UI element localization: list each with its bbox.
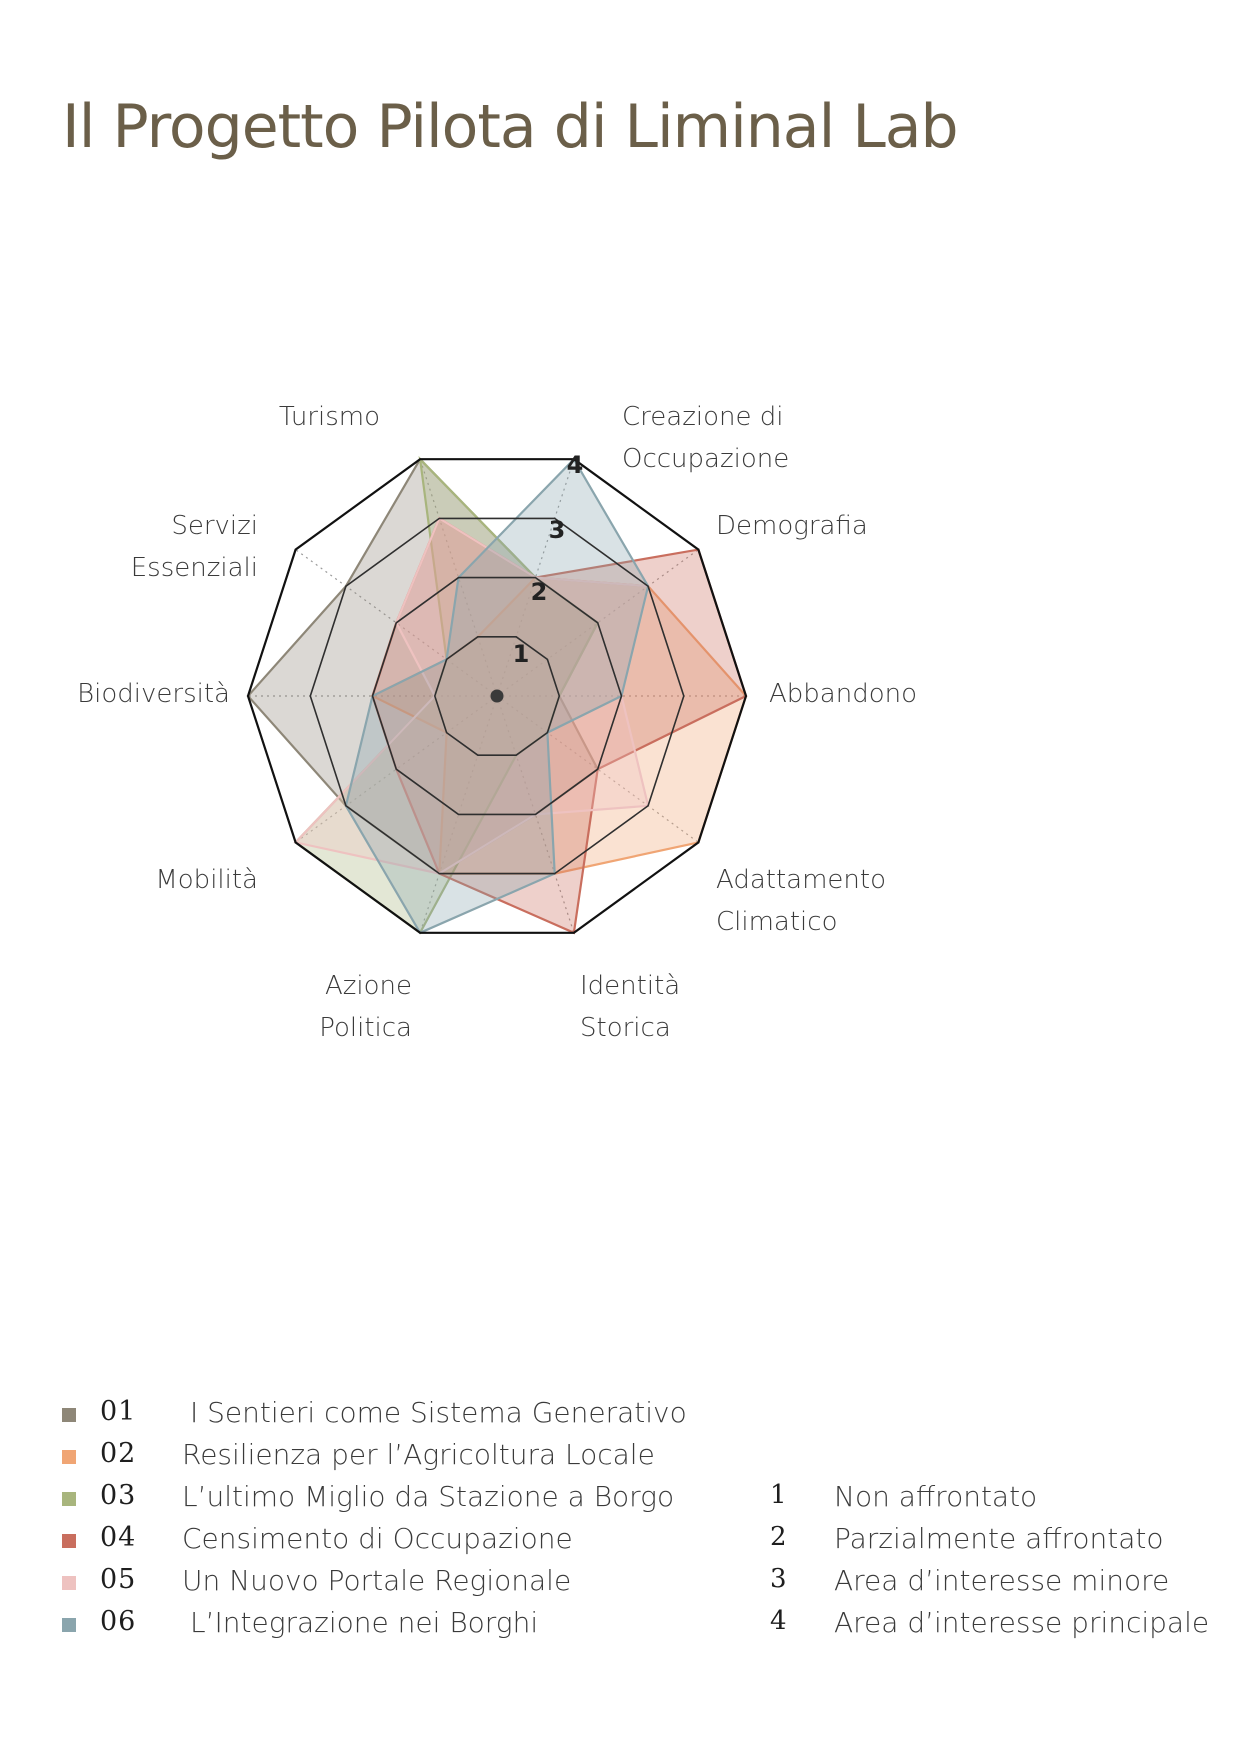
legend-name: L’Integrazione nei Borghi: [190, 1606, 539, 1639]
scale-number: 3: [770, 1564, 787, 1594]
center-dot: [490, 689, 504, 703]
legend-swatch: [62, 1576, 76, 1590]
legend-item: 03 L’ultimo Miglio da Stazione a Borgo: [60, 1476, 680, 1518]
axis-label: Identità: [580, 971, 680, 1001]
legend-code: 05: [100, 1564, 137, 1595]
legend-item: 04 Censimento di Occupazione: [60, 1518, 680, 1560]
legend-name: Censimento di Occupazione: [182, 1522, 573, 1555]
series-legend: 01 I Sentieri come Sistema Generativo 02…: [60, 1392, 687, 1644]
legend-name: L’ultimo Miglio da Stazione a Borgo: [182, 1480, 675, 1513]
scale-number: 2: [770, 1522, 787, 1552]
axis-label: Mobilità: [155, 865, 258, 895]
axis-label: Turismo: [279, 402, 380, 432]
scale-item: 4 Area d’interesse principale: [770, 1602, 1210, 1644]
scale-description: Area d’interesse principale: [834, 1606, 1210, 1639]
legend-name: Un Nuovo Portale Regionale: [182, 1564, 572, 1597]
axis-label: Politica: [319, 1013, 412, 1043]
scale-description: Non affrontato: [834, 1480, 1038, 1513]
page-title: Il Progetto Pilota di Liminal Lab: [62, 92, 959, 162]
ring-label-1: 1: [513, 640, 530, 668]
axis-label: Essenziali: [131, 553, 258, 583]
legend-swatch: [62, 1492, 76, 1506]
radar-chart: 1 2 3 4 Creazione di Occupazione Demografia Abb…: [77, 402, 917, 1043]
legend-item: 06 L’Integrazione nei Borghi: [60, 1602, 680, 1644]
axis-label: Abbandono: [769, 679, 917, 709]
scale-item: 2 Parzialmente affrontato: [770, 1518, 1210, 1560]
ring-label-2: 2: [531, 578, 548, 606]
legend-code: 03: [100, 1480, 137, 1511]
axis-label: Creazione di: [622, 402, 783, 432]
scale-description: Parzialmente affrontato: [834, 1522, 1164, 1555]
legend-code: 01: [100, 1396, 137, 1427]
scale-description: Area d’interesse minore: [834, 1564, 1170, 1597]
axis-label: Adattamento: [716, 865, 886, 895]
legend-code: 06: [100, 1606, 137, 1637]
legend-code: 04: [100, 1522, 137, 1553]
scale-number: 1: [770, 1480, 787, 1510]
axis-label: Azione: [325, 971, 412, 1001]
axis-label: Biodiversità: [77, 679, 230, 709]
grid-ring-2: [371, 576, 623, 816]
legend-swatch: [62, 1408, 76, 1422]
axis-label: Servizi: [171, 511, 258, 541]
scale-item: 3 Area d’interesse minore: [770, 1560, 1210, 1602]
scale-number: 4: [770, 1606, 787, 1636]
grid-ring-1: [433, 635, 561, 757]
axis-label: Storica: [580, 1013, 671, 1043]
legend-swatch: [62, 1450, 76, 1464]
axis-label: Demografia: [716, 511, 868, 541]
grid-ring-3: [309, 517, 685, 875]
ring-label-4: 4: [567, 451, 584, 479]
axis-label: Climatico: [716, 907, 837, 937]
legend-name: I Sentieri come Sistema Generativo: [190, 1396, 687, 1429]
legend-item: 02 Resilienza per l’Agricoltura Locale: [60, 1434, 680, 1476]
ring-label-3: 3: [549, 516, 566, 544]
legend-swatch: [62, 1618, 76, 1632]
legend-name: Resilienza per l’Agricoltura Locale: [182, 1438, 655, 1471]
legend-item: 05 Un Nuovo Portale Regionale: [60, 1560, 680, 1602]
scale-item: 1 Non affrontato: [770, 1476, 1210, 1518]
grid-ring-4: [246, 458, 748, 934]
scale-legend: 1 Non affrontato 2 Parzialmente affronta…: [770, 1476, 1210, 1644]
legend-item: 01 I Sentieri come Sistema Generativo: [60, 1392, 687, 1434]
legend-swatch: [62, 1534, 76, 1548]
legend-code: 02: [100, 1438, 137, 1469]
axis-label: Occupazione: [622, 444, 789, 474]
